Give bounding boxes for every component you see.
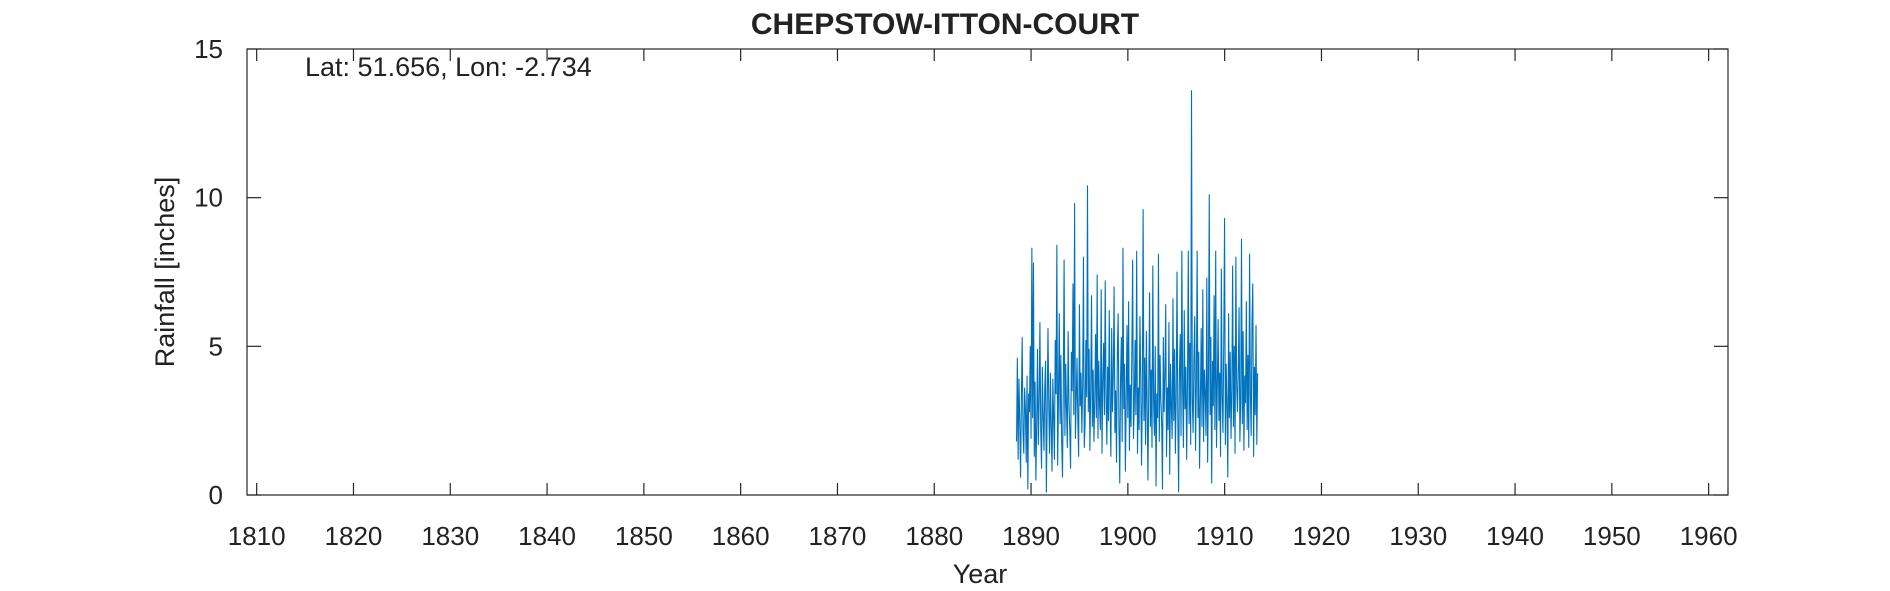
x-tick-label: 1940: [1486, 521, 1544, 551]
y-tick-label: 0: [209, 480, 223, 510]
x-tick-label: 1890: [1002, 521, 1060, 551]
x-tick-label: 1950: [1583, 521, 1641, 551]
x-tick-label: 1910: [1196, 521, 1254, 551]
x-tick-label: 1930: [1389, 521, 1447, 551]
x-tick-label: 1880: [905, 521, 963, 551]
x-axis: 1810 1820 1830 1840 1850 1860 1870 1880 1890 1900…: [228, 49, 1738, 551]
x-tick-label: 1840: [518, 521, 576, 551]
y-tick-label: 5: [209, 331, 223, 361]
y-tick-label: 10: [194, 183, 223, 213]
x-tick-label: 1900: [1099, 521, 1157, 551]
x-tick-label: 1870: [809, 521, 867, 551]
x-tick-label: 1820: [325, 521, 383, 551]
plot-frame: [246, 48, 1729, 496]
y-axis: 0 5 10 15: [194, 34, 1728, 510]
x-tick-label: 1960: [1680, 521, 1738, 551]
x-tick-label: 1830: [421, 521, 479, 551]
x-tick-label: 1860: [712, 521, 770, 551]
data-series: [1015, 90, 1259, 493]
x-tick-label: 1850: [615, 521, 673, 551]
x-axis-label: Year: [953, 559, 1008, 589]
chart-title: CHEPSTOW-ITTON-COURT: [751, 8, 1139, 41]
station-coordinates: Lat: 51.656, Lon: -2.734: [305, 52, 592, 82]
x-tick-label: 1810: [228, 521, 286, 551]
y-axis-label: Rainfall [inches]: [150, 177, 180, 368]
rainfall-series-line: [1015, 90, 1259, 493]
x-tick-label: 1920: [1293, 521, 1351, 551]
y-tick-label: 15: [194, 34, 223, 64]
